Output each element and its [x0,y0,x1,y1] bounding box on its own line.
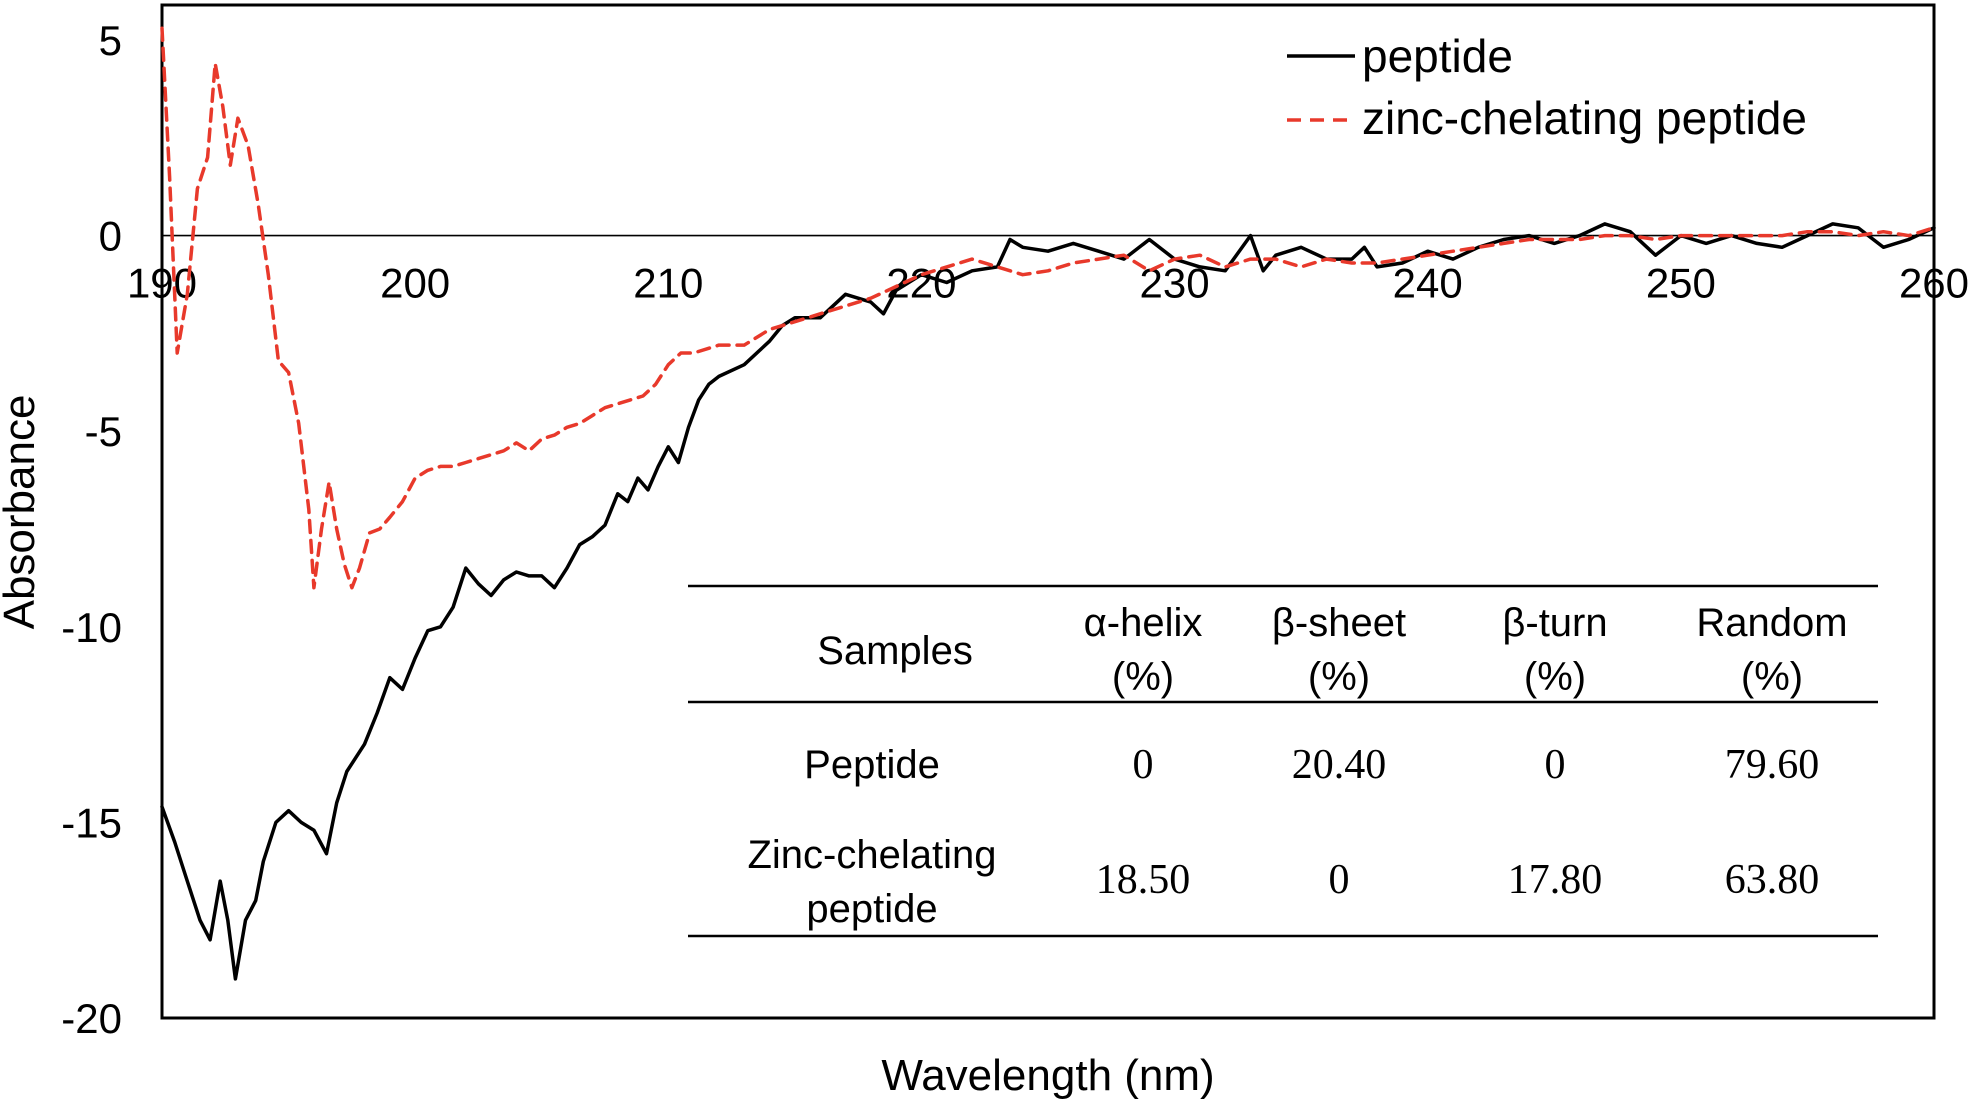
x-tick-label: 240 [1393,260,1463,307]
table-row-peptide-beta-sheet: 20.40 [1292,742,1387,788]
table-row-zinc-sample-line2: peptide [806,887,937,931]
table-header-beta-turn-unit: (%) [1524,655,1586,699]
y-tick-label: -15 [61,799,122,846]
legend: peptide zinc-chelating peptide [1287,30,1807,144]
plot-frame [160,3,1936,1020]
y-axis-title: Absorbance [0,395,44,630]
y-tick-label: 5 [99,17,122,64]
table-header-alpha-helix: α-helix [1084,601,1203,645]
table-row-peptide-beta-turn: 0 [1545,742,1566,788]
table-row-zinc-beta-turn: 17.80 [1508,857,1603,903]
legend-label-peptide: peptide [1362,30,1513,82]
table-row-zinc-beta-sheet: 0 [1329,857,1350,903]
table-header-alpha-helix-unit: (%) [1112,655,1174,699]
x-tick-label: 210 [633,260,703,307]
table-row-peptide-random: 79.60 [1725,742,1820,788]
x-tick-label: 250 [1646,260,1716,307]
x-axis-title: Wavelength (nm) [881,1051,1214,1100]
table-row-zinc-random: 63.80 [1725,857,1820,903]
legend-label-zinc-chelating-peptide: zinc-chelating peptide [1362,92,1807,144]
table-row-peptide-alpha-helix: 0 [1133,742,1154,788]
structure-table: Samples α-helix (%) β-sheet (%) β-turn (… [688,584,1878,938]
table-header-beta-sheet: β-sheet [1272,601,1406,645]
x-tick-label: 260 [1899,260,1969,307]
series-line-zinc-chelating-peptide [160,26,1936,590]
table-header-samples: Samples [817,629,973,673]
table-row-zinc-alpha-helix: 18.50 [1096,857,1191,903]
table-row-peptide-sample: Peptide [804,743,940,787]
table-row-zinc-sample-line1: Zinc-chelating [747,833,996,877]
y-tick-label: -10 [61,604,122,651]
y-tick-label: -20 [61,995,122,1042]
table-header-beta-sheet-unit: (%) [1308,655,1370,699]
table-header-beta-turn: β-turn [1502,601,1607,645]
table-header-random-unit: (%) [1741,655,1803,699]
x-tick-label: 200 [380,260,450,307]
table-header-random: Random [1696,601,1847,645]
series-line-peptide [160,222,1936,981]
y-tick-label: 0 [99,213,122,260]
y-tick-label: -5 [85,408,122,455]
